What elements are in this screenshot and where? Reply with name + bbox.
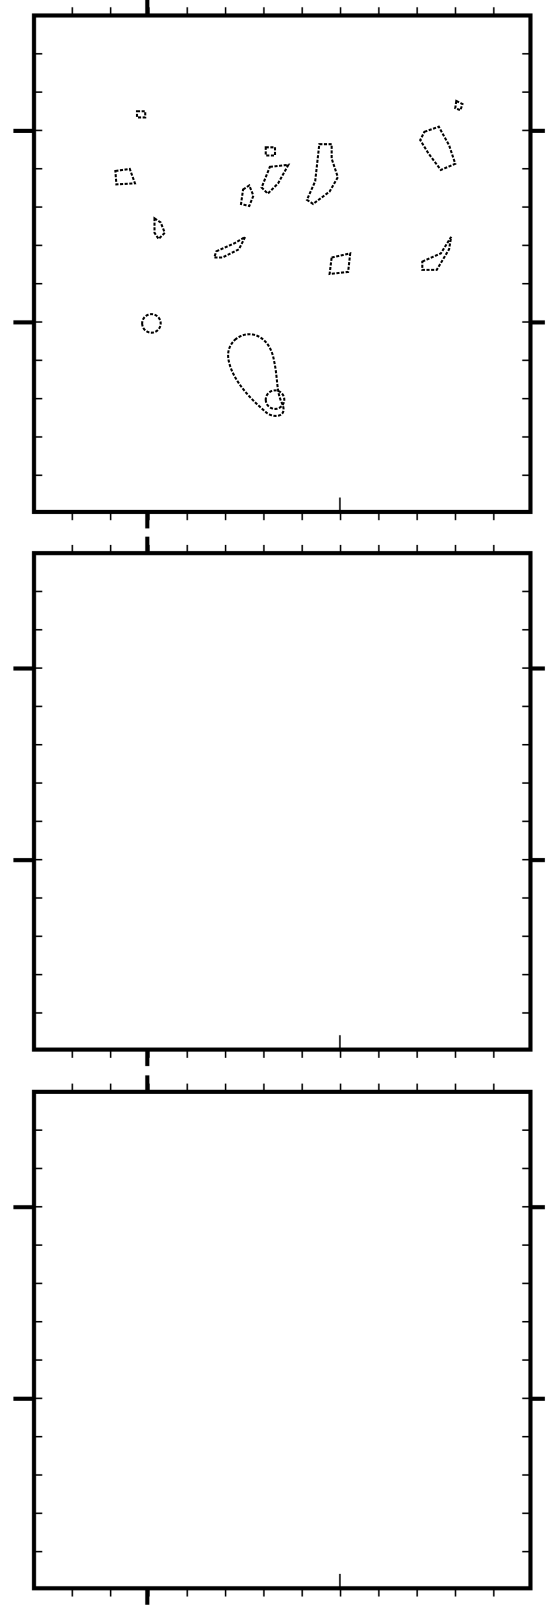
- emission: [426, 672, 438, 684]
- source: [414, 1201, 455, 1246]
- emission: [260, 1221, 297, 1273]
- contour: [214, 237, 245, 258]
- emission: [304, 788, 376, 840]
- contour: [115, 169, 135, 184]
- contour-panel: [115, 101, 462, 416]
- grey-panel-3: [135, 1172, 464, 1488]
- panel-frame: [34, 15, 530, 511]
- source: [212, 1323, 233, 1339]
- source: [420, 1313, 461, 1354]
- emission: [319, 1267, 412, 1329]
- contour: [420, 127, 455, 170]
- source: [135, 1178, 147, 1192]
- emission: [306, 1229, 343, 1281]
- panels: [13, 0, 544, 1605]
- contour: [330, 253, 351, 274]
- contour: [142, 314, 161, 333]
- source: [141, 1396, 162, 1419]
- contour: [155, 218, 165, 239]
- emission: [211, 776, 252, 801]
- contour: [422, 237, 451, 270]
- emission: [415, 767, 460, 819]
- contour: [241, 185, 253, 206]
- emission: [222, 1396, 293, 1489]
- grey-panel: [165, 654, 461, 884]
- emission: [237, 654, 309, 747]
- contour: [455, 101, 462, 110]
- contour: [266, 147, 275, 155]
- emission: [237, 847, 381, 884]
- contour: [228, 334, 283, 416]
- contour: [137, 111, 145, 117]
- emission: [265, 1467, 281, 1483]
- contour: [307, 144, 338, 204]
- contour: [262, 165, 289, 194]
- emission: [299, 659, 361, 783]
- source: [449, 1172, 463, 1188]
